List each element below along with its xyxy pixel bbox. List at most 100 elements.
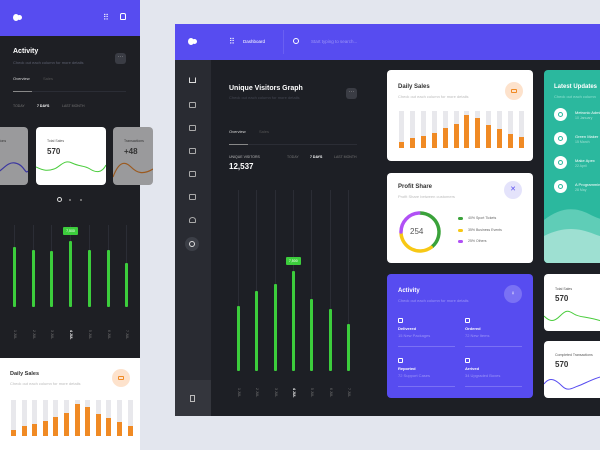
more-button[interactable]: ···: [346, 88, 357, 99]
chart-bar[interactable]: [69, 241, 73, 307]
chart-bar[interactable]: [310, 298, 314, 371]
daily-sales-bar[interactable]: [420, 111, 426, 148]
period-today[interactable]: TODAY: [287, 155, 299, 159]
bar-fill: [497, 129, 503, 148]
home-icon[interactable]: [189, 77, 196, 83]
daily-sales-bar[interactable]: [508, 111, 513, 148]
x-tick-label: 7 JUL: [346, 388, 351, 398]
chart-bar[interactable]: [13, 247, 16, 307]
update-title[interactable]: Make Apex: [575, 158, 595, 163]
donut-slice[interactable]: [399, 231, 433, 253]
bar-fill: [74, 404, 80, 436]
shuffle-icon[interactable]: ✕: [504, 181, 522, 199]
transactions-card-right[interactable]: Transactions +48: [113, 127, 153, 185]
chart-bar[interactable]: [346, 323, 350, 371]
carousel-dot-active[interactable]: [57, 197, 62, 202]
daily-sales-bar[interactable]: [85, 400, 91, 436]
daily-sales-bar[interactable]: [53, 400, 59, 436]
daily-sales-bar[interactable]: [95, 400, 101, 436]
update-icon[interactable]: [554, 132, 567, 145]
lightbulb-icon[interactable]: ♀: [504, 285, 522, 303]
chart-bar[interactable]: [125, 262, 129, 307]
completed-transactions-widget[interactable]: Completed Transactions 570: [544, 341, 600, 398]
update-title[interactable]: Green Maker: [575, 134, 599, 139]
search-input[interactable]: Start typing to search...: [311, 39, 358, 44]
donut-slice[interactable]: [399, 211, 421, 234]
wave-decoration: [544, 209, 600, 263]
tab-sales[interactable]: Sales: [259, 129, 270, 134]
calendar-icon[interactable]: [189, 194, 196, 200]
daily-sales-bar[interactable]: [32, 400, 38, 436]
logout-icon[interactable]: [190, 395, 195, 402]
donut-chart: [399, 211, 441, 253]
daily-sales-bar[interactable]: [106, 400, 112, 436]
daily-sales-bar[interactable]: [399, 111, 404, 148]
period-last-month[interactable]: LAST MONTH: [62, 104, 85, 108]
chart-tooltip: 7,500: [285, 257, 301, 266]
carousel-dot[interactable]: [80, 199, 82, 201]
daily-sales-bar[interactable]: [486, 111, 492, 148]
period-7days[interactable]: 7 DAYS: [37, 104, 50, 108]
daily-sales-bar[interactable]: [21, 400, 27, 436]
bar-fill: [127, 425, 133, 436]
chart-bar[interactable]: [237, 305, 240, 371]
daily-sales-bar[interactable]: [431, 111, 437, 148]
more-button[interactable]: ···: [115, 53, 126, 64]
bar-fill: [399, 142, 404, 148]
daily-sales-bar[interactable]: [117, 400, 122, 436]
period-7days[interactable]: 7 DAYS: [310, 155, 323, 159]
daily-sales-bar[interactable]: [64, 400, 69, 436]
daily-sales-bar[interactable]: [518, 111, 524, 148]
layers-icon[interactable]: [189, 217, 196, 223]
chart-bar[interactable]: [273, 284, 277, 371]
wallet-icon[interactable]: [112, 369, 130, 387]
daily-sales-bar[interactable]: [127, 400, 133, 436]
wallet-icon[interactable]: [505, 82, 523, 100]
grid-icon[interactable]: ⠿: [229, 37, 235, 46]
total-sales-widget[interactable]: Total Sales 570: [544, 274, 600, 331]
transactions-card-left[interactable]: actions: [0, 127, 28, 185]
chart-bar[interactable]: [328, 309, 332, 371]
total-sales-card[interactable]: Total Sales 570: [36, 127, 106, 185]
daily-sales-bar[interactable]: [464, 111, 470, 148]
tab-overview[interactable]: Overview: [229, 129, 246, 134]
settings-button[interactable]: [185, 237, 199, 251]
chart-bar[interactable]: [87, 249, 91, 307]
folder-icon[interactable]: [189, 171, 196, 177]
update-icon[interactable]: [554, 180, 567, 193]
period-today[interactable]: TODAY: [13, 104, 25, 108]
chart-bar[interactable]: [50, 251, 54, 307]
tab-sales[interactable]: Sales: [43, 76, 54, 81]
daily-sales-bar[interactable]: [409, 111, 415, 148]
period-last-month[interactable]: LAST MONTH: [334, 155, 357, 159]
update-icon[interactable]: [554, 108, 567, 121]
grid-icon[interactable]: ⠿: [103, 13, 109, 22]
chart-bar[interactable]: [31, 249, 35, 307]
daily-sales-bar[interactable]: [453, 111, 459, 148]
daily-sales-bar[interactable]: [42, 400, 48, 436]
bar-fill: [11, 430, 16, 436]
daily-sales-bar[interactable]: [442, 111, 448, 148]
update-title[interactable]: Metronic Admin: [575, 110, 600, 115]
daily-sales-bar[interactable]: [497, 111, 503, 148]
daily-sales-title: Daily Sales: [398, 84, 430, 90]
daily-sales-bar[interactable]: [475, 111, 481, 148]
briefcase-icon[interactable]: [189, 102, 196, 108]
bar-fill: [32, 424, 38, 436]
carousel-dot[interactable]: [69, 199, 71, 201]
daily-sales-bar[interactable]: [74, 400, 80, 436]
user-icon[interactable]: [120, 13, 126, 20]
inbox-icon[interactable]: [189, 125, 196, 131]
nav-dashboard[interactable]: Dashboard: [243, 39, 266, 44]
chart-bar[interactable]: [255, 291, 259, 371]
chart-bar[interactable]: [291, 271, 295, 371]
chart-bar[interactable]: [106, 250, 110, 307]
daily-sales-bar[interactable]: [11, 400, 16, 436]
chat-icon[interactable]: [189, 148, 196, 154]
update-icon[interactable]: [554, 156, 567, 169]
donut-slice[interactable]: [418, 211, 441, 249]
tab-overview[interactable]: Overview: [13, 76, 30, 81]
update-title[interactable]: A Programming: [575, 182, 600, 187]
chart-gridline: [274, 190, 276, 371]
search-icon[interactable]: [293, 38, 299, 44]
